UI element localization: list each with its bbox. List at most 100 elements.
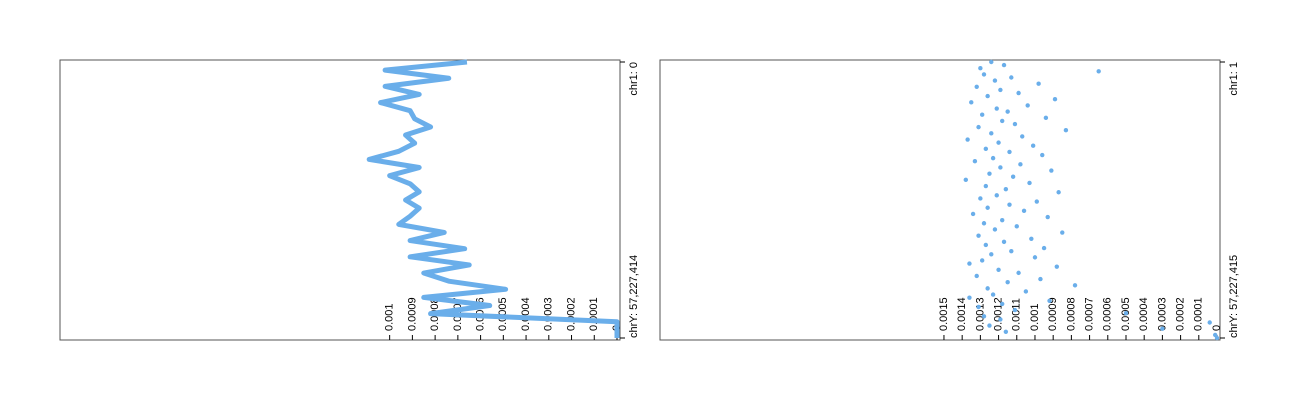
data-point <box>983 183 989 189</box>
data-point <box>967 295 972 300</box>
x-tick-label: 0.0003 <box>543 297 555 331</box>
data-point <box>963 177 969 183</box>
data-point <box>989 252 994 257</box>
data-point <box>1021 208 1027 214</box>
data-point <box>987 323 992 328</box>
data-point <box>979 258 985 263</box>
data-point <box>967 261 972 266</box>
position-label: chrY: 57,227,414 <box>628 255 640 338</box>
data-point <box>1034 199 1039 204</box>
data-point <box>1060 230 1065 235</box>
data-point <box>1123 310 1129 316</box>
x-tick-label: 0.0002 <box>1175 297 1187 331</box>
x-tick-label: 0.001 <box>1029 303 1041 331</box>
x-tick-label: 0.0003 <box>1156 297 1168 331</box>
data-point <box>981 72 987 77</box>
data-point <box>1032 255 1038 260</box>
x-tick-label: 0.0001 <box>1193 297 1205 331</box>
data-point <box>1000 118 1005 124</box>
data-point <box>1096 69 1101 74</box>
x-tick-label: 0 <box>1211 325 1223 331</box>
data-point <box>1001 62 1007 68</box>
data-point <box>981 221 987 226</box>
x-tick-label: 0.0011 <box>1011 298 1023 331</box>
data-point <box>985 205 990 210</box>
data-point <box>1038 276 1043 282</box>
data-point <box>1010 174 1016 179</box>
data-point <box>969 100 974 105</box>
data-point <box>1003 329 1009 334</box>
data-point <box>996 267 1001 272</box>
x-tick-label: 0.0008 <box>1065 297 1077 331</box>
data-point <box>998 87 1003 93</box>
data-point <box>1214 335 1220 341</box>
data-point <box>1049 168 1054 173</box>
position-label: chrY: 57,227,415 <box>1228 255 1240 338</box>
data-point <box>1009 75 1014 80</box>
data-point <box>990 292 996 297</box>
data-point <box>976 304 981 310</box>
data-point <box>983 242 989 248</box>
data-point <box>1041 245 1047 251</box>
data-point <box>974 84 979 90</box>
x-tick-label: 0.0005 <box>497 297 509 331</box>
data-point <box>1007 149 1012 155</box>
data-point <box>979 112 985 117</box>
x-tick-label: 0.0015 <box>938 297 950 331</box>
data-point <box>976 124 981 130</box>
data-point <box>1012 121 1018 127</box>
data-point <box>992 78 998 83</box>
data-point <box>1016 270 1021 276</box>
data-point <box>970 211 976 217</box>
panel-frame <box>659 59 1221 341</box>
data-point <box>1020 134 1025 139</box>
x-tick-label: 0.0001 <box>588 297 600 331</box>
x-tick-label: 0.0002 <box>565 297 577 331</box>
data-point <box>989 59 994 65</box>
data-point <box>985 286 990 291</box>
data-point <box>1005 279 1010 285</box>
data-point <box>1014 224 1019 229</box>
data-point <box>1036 81 1041 86</box>
x-tick-label: 0.0007 <box>1083 297 1095 331</box>
data-point <box>981 314 987 319</box>
data-point <box>1045 214 1050 220</box>
data-point <box>1018 162 1023 167</box>
data-point <box>974 273 979 279</box>
position-label: chr1: 0 <box>628 62 640 96</box>
data-point <box>1207 320 1212 325</box>
data-point <box>1040 152 1045 158</box>
data-point <box>1025 103 1030 108</box>
data-point <box>1029 236 1034 241</box>
data-line <box>366 59 620 338</box>
data-point <box>1001 239 1007 245</box>
data-point <box>994 193 999 198</box>
data-point <box>994 106 999 111</box>
data-point <box>987 171 992 176</box>
x-tick-label: 0.0006 <box>1102 297 1114 331</box>
data-point <box>1007 202 1012 207</box>
data-point <box>1056 190 1061 195</box>
data-point <box>996 140 1001 145</box>
x-tick-label: 0.0009 <box>1047 297 1059 331</box>
data-point <box>1072 283 1078 288</box>
data-point <box>983 146 989 152</box>
data-point <box>1052 97 1058 102</box>
data-point <box>998 317 1003 322</box>
data-point <box>1054 264 1060 269</box>
data-point <box>1023 289 1029 294</box>
data-point <box>1030 143 1036 148</box>
panel-frame <box>59 59 621 341</box>
data-point <box>985 93 990 99</box>
data-point <box>1009 248 1014 254</box>
data-point <box>978 196 983 201</box>
x-tick-label: 0.0004 <box>520 297 532 331</box>
data-point <box>1027 180 1032 186</box>
data-point <box>1043 115 1049 121</box>
data-point <box>976 233 981 238</box>
data-point <box>972 159 978 164</box>
data-point <box>1000 217 1005 223</box>
x-tick-label: 0.0004 <box>1138 297 1150 331</box>
